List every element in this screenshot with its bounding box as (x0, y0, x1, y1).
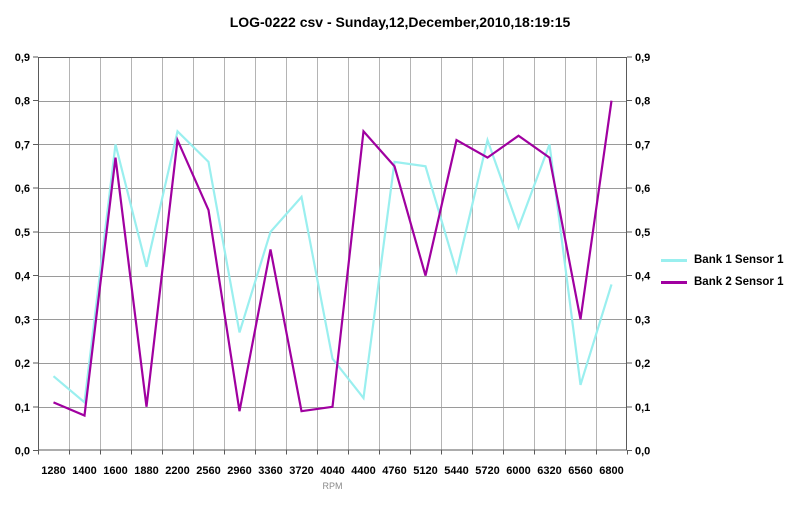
x-axis-label: 5720 (475, 465, 499, 477)
y-axis-label-left: 0,4 (15, 271, 31, 283)
x-axis-label: 2960 (227, 465, 251, 477)
y-axis-label-right: 0,5 (635, 227, 650, 239)
y-axis-label-right: 0,9 (635, 52, 650, 64)
y-axis-label-left: 0,5 (15, 227, 30, 239)
y-axis-label-left: 0,8 (15, 96, 30, 108)
legend-item-bank1: Bank 1 Sensor 1 (661, 249, 783, 271)
y-axis-label-right: 0,8 (635, 96, 650, 108)
y-axis-label-left: 0,9 (15, 52, 30, 64)
y-axis-label-right: 0,6 (635, 183, 650, 195)
y-axis-label-right: 0,3 (635, 314, 650, 326)
y-axis-label-left: 0,7 (15, 139, 30, 151)
x-axis-title: RPM (323, 481, 343, 491)
y-axis-label-left: 0,1 (15, 402, 30, 414)
y-axis-label-left: 0,3 (15, 314, 30, 326)
x-axis-label: 1880 (134, 465, 158, 477)
x-axis-label: 6000 (506, 465, 530, 477)
x-axis-label: 2200 (165, 465, 189, 477)
series-line-bank-1-sensor-1 (52, 129, 613, 405)
x-axis-label: 4760 (382, 465, 406, 477)
legend-swatch-bank2 (661, 280, 687, 284)
y-axis-label-right: 0,7 (635, 139, 650, 151)
y-axis-label-right: 0,2 (635, 358, 650, 370)
x-axis-label: 4040 (320, 465, 344, 477)
x-axis-label: 1280 (41, 465, 65, 477)
x-axis-label: 3360 (258, 465, 282, 477)
x-axis-label: 2560 (196, 465, 220, 477)
y-axis-label-left: 0,0 (15, 446, 30, 458)
x-axis-label: 6560 (568, 465, 592, 477)
plot-border (38, 57, 627, 451)
y-axis-label-left: 0,2 (15, 358, 30, 370)
y-axis-label-right: 0,4 (635, 271, 651, 283)
legend-swatch-bank1 (661, 258, 687, 262)
legend-label-bank2: Bank 2 Sensor 1 (694, 276, 784, 288)
series-line-bank-2-sensor-1 (53, 100, 613, 418)
legend: Bank 1 Sensor 1 Bank 2 Sensor 1 (661, 249, 783, 293)
legend-label-bank1: Bank 1 Sensor 1 (694, 254, 784, 266)
x-axis-label: 1600 (103, 465, 127, 477)
x-axis-label: 4400 (351, 465, 375, 477)
x-axis-label: 5120 (413, 465, 437, 477)
legend-item-bank2: Bank 2 Sensor 1 (661, 271, 783, 293)
x-axis-label: 1400 (72, 465, 96, 477)
y-axis-label-left: 0,6 (15, 183, 30, 195)
x-axis-label: 6320 (537, 465, 561, 477)
x-axis-label: 3720 (289, 465, 313, 477)
y-axis-label-right: 0,0 (635, 446, 650, 458)
x-axis-label: 6800 (599, 465, 623, 477)
x-axis-label: 5440 (444, 465, 468, 477)
chart-title: LOG-0222 csv - Sunday,12,December,2010,1… (229, 14, 571, 30)
y-axis-label-right: 0,1 (635, 402, 650, 414)
